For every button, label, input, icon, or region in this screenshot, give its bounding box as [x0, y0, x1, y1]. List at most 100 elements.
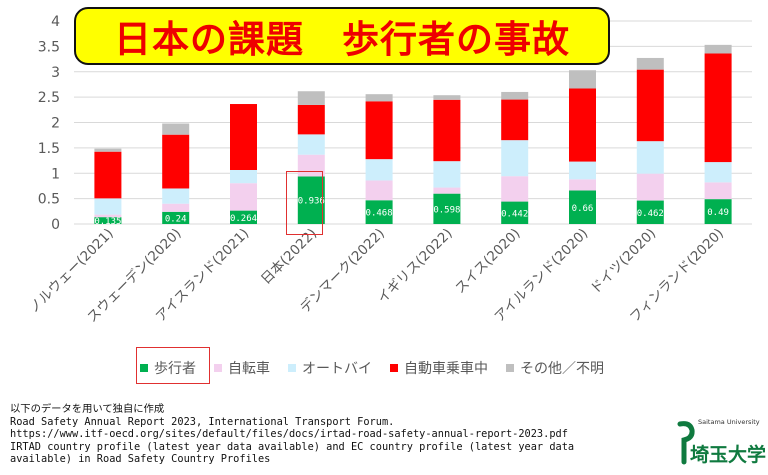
logo-english: Saitama University	[698, 418, 760, 426]
data-label: 0.598	[433, 205, 460, 215]
legend: 歩行者 自転車 オートバイ 自動車乗車中 その他／不明	[140, 358, 622, 378]
bar-segment	[569, 190, 596, 224]
bar-segment	[433, 187, 461, 194]
bar-segment	[162, 134, 190, 189]
data-label: 0.49	[707, 208, 729, 218]
bar-segment	[365, 200, 393, 224]
source-line: 以下のデータを用いて独自に作成	[10, 403, 165, 415]
bar-segment	[365, 159, 393, 181]
bar-segment	[94, 217, 122, 224]
source-notes: 以下のデータを用いて独自に作成 Road Safety Annual Repor…	[10, 403, 574, 466]
bar-segment	[162, 123, 190, 135]
legend-item: オートバイ	[288, 358, 372, 378]
bar-segment	[704, 162, 732, 183]
bar-segment	[297, 104, 325, 135]
data-label: 0.264	[230, 214, 257, 224]
data-label: 0.936	[298, 197, 325, 207]
bar-segment	[94, 198, 122, 215]
data-label: 0.135	[94, 217, 121, 227]
bar-segment	[569, 161, 596, 180]
y-tick-label: 3.5	[38, 39, 60, 55]
bar-segment	[162, 211, 190, 224]
bar-segment	[636, 141, 664, 174]
y-tick-label: 1	[51, 166, 60, 182]
legend-swatch	[140, 364, 148, 372]
data-label: 0.24	[165, 214, 187, 224]
legend-swatch	[506, 364, 514, 372]
y-tick-label: 0.5	[38, 192, 60, 208]
bar-segment	[501, 176, 529, 202]
bar-segment	[365, 94, 393, 102]
title-banner: 日本の課題 歩行者の事故	[74, 7, 610, 65]
data-label: 0.462	[637, 209, 664, 219]
y-tick-label: 2.5	[38, 90, 60, 106]
logo-japanese: 埼玉大学	[690, 444, 767, 466]
data-label: 0.66	[572, 204, 594, 214]
y-tick-label: 2	[51, 116, 60, 132]
bar-segment	[433, 193, 461, 224]
y-axis: 0 0.5 1 1.5 2 2.5 3 3.5 4	[38, 14, 60, 233]
source-line: https://www.itf-oecd.org/sites/default/f…	[10, 428, 568, 441]
bar-segment	[501, 140, 529, 177]
japan-pedestrian-highlight	[286, 171, 323, 235]
bar-segment	[636, 69, 664, 142]
bar-segment	[636, 173, 664, 201]
bar-segment	[94, 214, 122, 218]
legend-swatch	[288, 364, 296, 372]
bar-segment	[433, 161, 461, 188]
bar-segment	[704, 199, 732, 224]
y-tick-label: 0	[51, 217, 60, 233]
legend-label: その他／不明	[520, 361, 604, 377]
y-tick-label: 1.5	[38, 141, 60, 157]
data-label: 0.468	[366, 209, 393, 219]
legend-label: オートバイ	[302, 361, 372, 377]
chart-title: 日本の課題 歩行者の事故	[114, 18, 570, 61]
bar-segment	[501, 201, 529, 224]
bar-segment	[569, 70, 596, 89]
bar-segment	[230, 183, 257, 211]
x-axis: ノルウェー(2021)スウェーデン(2020)アイスランド(2021) 日本(20…	[26, 225, 727, 326]
bar-segment	[162, 188, 190, 204]
bar-segment	[365, 101, 393, 160]
legend-item: 歩行者	[140, 358, 196, 378]
bar-segment	[569, 88, 596, 162]
legend-swatch	[214, 364, 222, 372]
y-tick-label: 4	[51, 14, 60, 30]
source-line: Road Safety Annual Report 2023, Internat…	[10, 415, 395, 428]
legend-swatch	[390, 364, 398, 372]
bar-segment	[636, 200, 664, 224]
bar-segment	[230, 170, 257, 184]
bar-segment	[297, 134, 325, 155]
bar-segment	[297, 91, 325, 105]
bar-segment	[94, 151, 122, 199]
x-tick-label: スイス(2020)	[452, 226, 523, 297]
saitama-university-logo: Saitama University 埼玉大学	[676, 418, 766, 468]
bar-segment	[297, 176, 325, 224]
logo-mark-icon	[677, 421, 695, 465]
data-label: 0.442	[501, 209, 528, 219]
y-tick-label: 3	[51, 65, 60, 81]
bar-segment	[569, 179, 596, 191]
source-line: available) in Road Safety Country Profil…	[10, 453, 271, 466]
bar-segment	[365, 180, 393, 201]
bar-segment	[433, 99, 461, 162]
bars: 0.135 0.24 0.264 0.936 0.468 0.598 0.442 0.66 0.…	[94, 44, 732, 227]
legend-pedestrian-highlight	[136, 347, 210, 384]
bar-segment	[704, 53, 732, 163]
legend-item: 自転車	[214, 358, 270, 378]
x-tick-label: ドイツ(2020)	[587, 226, 659, 298]
source-line: IRTAD country profile (latest year data …	[10, 440, 575, 453]
bar-segment	[433, 95, 461, 100]
bar-segment	[162, 203, 190, 212]
legend-item: その他／不明	[506, 358, 604, 378]
legend-item: 自動車乗車中	[390, 358, 488, 378]
bar-segment	[501, 99, 529, 141]
legend-label: 歩行者	[154, 361, 196, 377]
bar-segment	[704, 44, 732, 54]
legend-label: 自転車	[228, 361, 270, 377]
legend-label: 自動車乗車中	[404, 361, 488, 377]
bar-segment	[636, 57, 664, 70]
bar-segment	[230, 104, 257, 171]
bar-segment	[501, 91, 529, 100]
